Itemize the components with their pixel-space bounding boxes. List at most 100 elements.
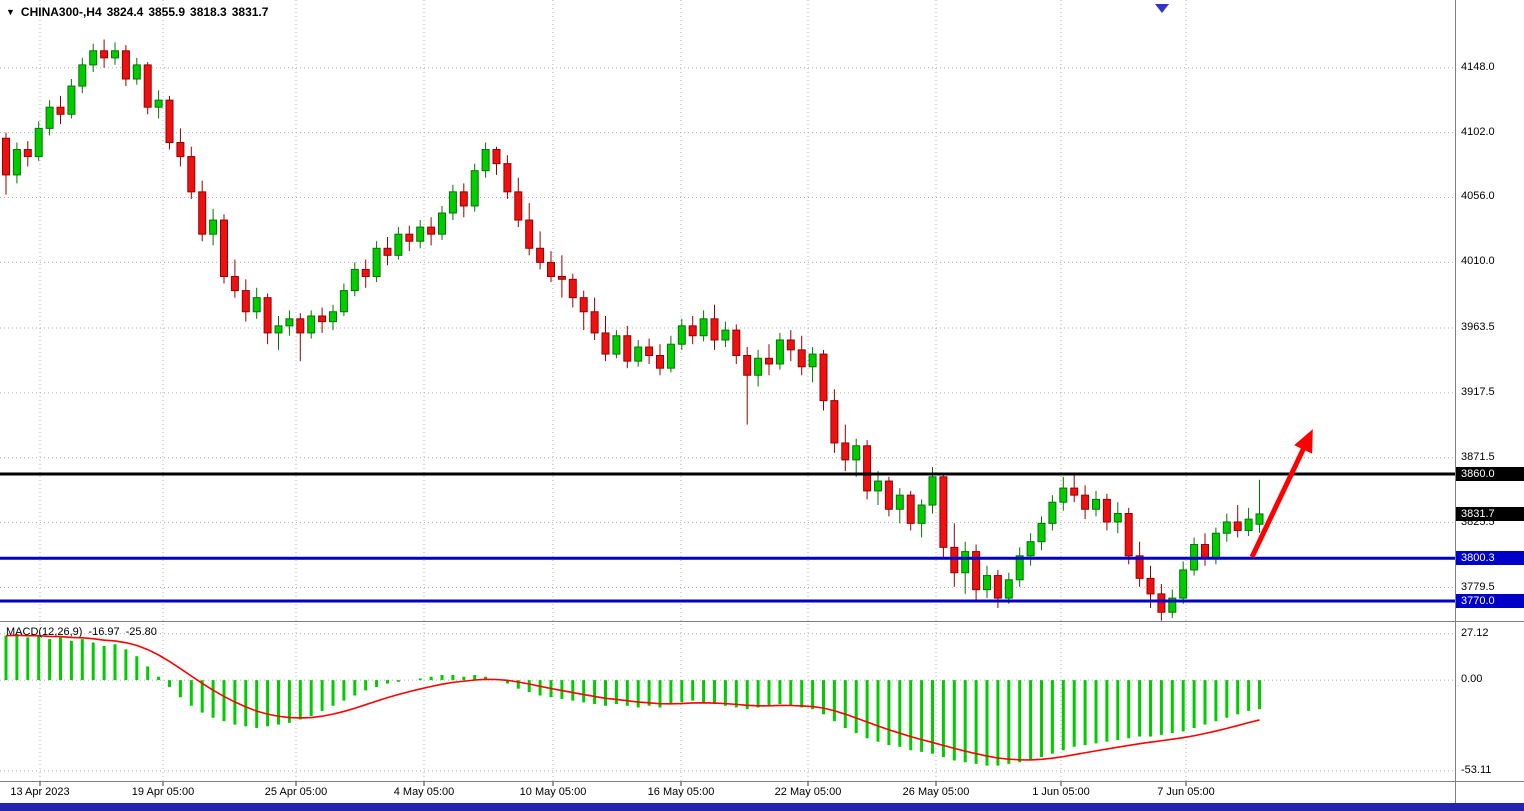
candle-body	[710, 318, 719, 341]
candle-body	[852, 445, 861, 461]
candle-body	[1201, 544, 1209, 560]
candle-body	[1037, 522, 1046, 543]
candle-body	[841, 442, 850, 461]
candle-body	[765, 357, 773, 365]
candle-body	[1124, 512, 1133, 557]
macd-histogram	[4, 633, 1261, 766]
symbol-name: CHINA300-,H4	[20, 5, 102, 19]
chart-shift-marker-icon[interactable]	[1155, 4, 1169, 13]
macd-tick-label: 0.00	[1461, 673, 1483, 686]
candle-body	[1081, 494, 1090, 510]
time-tick-label: 19 Apr 05:00	[131, 786, 195, 798]
candle-body	[361, 268, 370, 277]
candle-body	[917, 504, 926, 524]
candle-body	[830, 400, 839, 444]
price-tick-label: 4148.0	[1461, 60, 1495, 73]
candle-body	[645, 346, 654, 356]
candle-body	[623, 335, 632, 362]
candle-body	[1004, 579, 1013, 599]
candle-body	[372, 247, 381, 277]
hline-price-label: 3800.3	[1456, 551, 1524, 566]
candle-body	[154, 99, 163, 108]
candle-body	[448, 191, 457, 214]
candle-body	[1211, 532, 1220, 560]
candle-body	[427, 226, 436, 235]
time-tick-label: 4 May 05:00	[393, 786, 455, 798]
candle-body	[1146, 577, 1155, 595]
indicator-name: MACD(12,26,9)	[6, 626, 83, 638]
candle-body	[863, 445, 872, 492]
candle-body	[1157, 593, 1166, 613]
candle-body	[1135, 555, 1144, 579]
candle-body	[296, 318, 305, 334]
candle-body	[590, 311, 599, 334]
candle-body	[699, 318, 708, 337]
candle-body	[950, 546, 959, 574]
candle-body	[230, 275, 239, 292]
candle-body	[1059, 487, 1068, 503]
candle-body	[743, 354, 752, 376]
candle-body	[993, 575, 1002, 599]
candle-body	[405, 233, 414, 242]
candle-body	[394, 233, 403, 256]
candle-body	[56, 106, 65, 115]
candles-layer	[2, 39, 1264, 621]
symbol-info-bar: ▼ CHINA300-,H4 3824.4 3855.9 3818.3 3831.7	[6, 5, 268, 19]
candle-body	[198, 191, 207, 235]
candle-body	[492, 149, 501, 165]
candle-body	[459, 191, 468, 207]
candle-body	[176, 141, 185, 158]
candle-body	[688, 325, 697, 337]
candle-body	[45, 106, 54, 129]
candle-body	[339, 290, 348, 313]
candle-body	[1244, 518, 1253, 531]
candle-body	[89, 50, 98, 66]
candle-body	[612, 335, 621, 355]
candle-body	[754, 357, 763, 376]
candle-body	[111, 50, 119, 59]
time-axis[interactable]: 13 Apr 2023 19 Apr 05:00 25 Apr 05:00 4 May…	[0, 782, 1456, 803]
candle-body	[797, 349, 806, 368]
symbol-dropdown-icon[interactable]: ▼	[6, 7, 15, 17]
candle-body	[1222, 521, 1231, 534]
candle-body	[579, 297, 588, 313]
time-tick-label: 25 Apr 05:00	[264, 786, 328, 798]
candle-body	[241, 290, 250, 313]
trend-arrow[interactable]	[1249, 429, 1313, 559]
grid-layer	[0, 0, 1455, 781]
bottom-strip	[0, 803, 1524, 811]
candle-body	[220, 219, 228, 277]
candle-body	[721, 329, 730, 341]
candle-body	[983, 575, 991, 591]
time-tick-label: 1 Jun 05:00	[1032, 786, 1090, 798]
candle-body	[481, 149, 490, 172]
candle-body	[285, 318, 294, 327]
candle-body	[666, 343, 675, 369]
price-low: 3818.3	[190, 5, 227, 19]
candle-body	[329, 311, 337, 323]
candle-body	[568, 278, 577, 299]
candle-body	[1179, 569, 1188, 599]
candle-body	[656, 354, 664, 369]
candle-body	[1092, 498, 1100, 510]
candle-body	[165, 99, 174, 143]
candle-body	[634, 346, 643, 362]
macd-signal-line	[5, 634, 1260, 761]
time-tick-label: 26 May 05:00	[902, 786, 970, 798]
time-tick-label: 22 May 05:00	[774, 786, 842, 798]
indicator-main-value: -16.97	[88, 626, 120, 638]
candle-body	[1113, 512, 1122, 523]
price-tick-label: 4010.0	[1461, 255, 1495, 268]
candle-body	[438, 212, 446, 235]
candle-body	[143, 64, 152, 108]
price-close: 3831.7	[231, 5, 269, 19]
candle-body	[514, 191, 523, 221]
price-axis[interactable]: 4148.0 4102.0 4056.0 4010.0 3963.5 3917.5 3871…	[1456, 0, 1524, 803]
candle-body	[2, 137, 10, 176]
candle-body	[252, 297, 261, 313]
candle-body	[677, 325, 686, 345]
candle-body	[601, 332, 610, 355]
